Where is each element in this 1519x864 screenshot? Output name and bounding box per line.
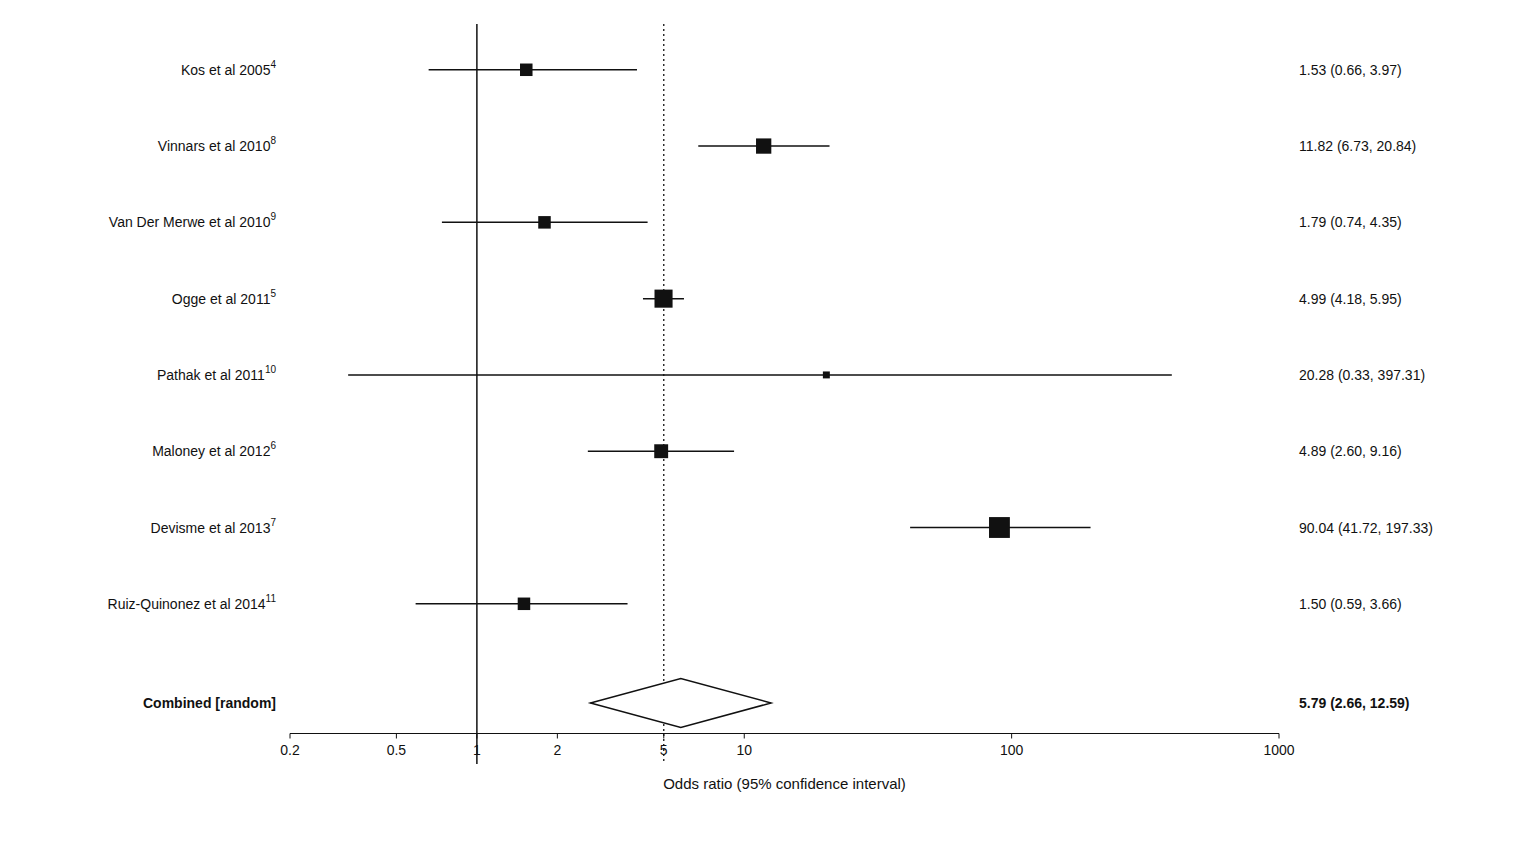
study-label: Devisme et al 20137 xyxy=(151,517,277,536)
combined-label: Combined [random] xyxy=(143,695,276,711)
ci-text: 4.99 (4.18, 5.95) xyxy=(1299,291,1402,307)
combined-diamond xyxy=(590,679,771,728)
ci-text: 1.50 (0.59, 3.66) xyxy=(1299,596,1402,612)
texts: Kos et al 20054 1.53 (0.66, 3.97) Vinnars … xyxy=(108,59,1433,711)
x-tick xyxy=(476,733,477,738)
study-box xyxy=(989,517,1010,538)
study-box xyxy=(823,371,830,378)
plot-area xyxy=(348,24,1172,764)
study-reference: 11 xyxy=(266,593,277,604)
ci-text: 20.28 (0.33, 397.31) xyxy=(1299,367,1425,383)
x-tick xyxy=(290,733,291,738)
ci-text: 1.79 (0.74, 4.35) xyxy=(1299,214,1402,230)
study-box xyxy=(520,64,533,77)
study-label: Kos et al 20054 xyxy=(181,59,277,78)
study-name: Pathak et al 2011 xyxy=(157,367,265,383)
study-box xyxy=(538,216,551,229)
study-name: Van Der Merwe et al 2010 xyxy=(109,214,271,230)
study-box xyxy=(756,138,771,153)
study-label: Ruiz-Quinonez et al 201411 xyxy=(108,593,277,612)
study-box xyxy=(655,290,673,308)
study-reference: 8 xyxy=(270,135,276,146)
x-tick-label: 100 xyxy=(1000,742,1024,758)
study-box xyxy=(654,444,668,458)
forest-plot: Kos et al 20054 1.53 (0.66, 3.97) Vinnars … xyxy=(0,0,1519,864)
study-name: Kos et al 2005 xyxy=(181,62,271,78)
study-reference: 6 xyxy=(270,440,276,451)
study-reference: 4 xyxy=(270,59,276,70)
ci-text: 11.82 (6.73, 20.84) xyxy=(1299,138,1416,154)
ci-text: 90.04 (41.72, 197.33) xyxy=(1299,520,1433,536)
x-tick-label: 10 xyxy=(736,742,752,758)
x-tick-label: 2 xyxy=(553,742,561,758)
x-tick-label: 0.2 xyxy=(280,742,300,758)
study-reference: 9 xyxy=(270,211,276,222)
study-name: Ruiz-Quinonez et al 2014 xyxy=(108,596,266,612)
x-tick xyxy=(557,733,558,738)
study-label: Maloney et al 20126 xyxy=(152,440,276,459)
x-tick xyxy=(744,733,745,738)
ci-text: 4.89 (2.60, 9.16) xyxy=(1299,443,1402,459)
x-axis: 0.2 0.5 1 2 5 10 100 1000 Odds ratio (95% confid… xyxy=(280,733,1295,792)
x-tick-label: 0.5 xyxy=(387,742,407,758)
x-tick-label: 1 xyxy=(473,742,481,758)
study-label: Ogge et al 20115 xyxy=(172,288,277,307)
study-name: Ogge et al 2011 xyxy=(172,291,271,307)
study-reference: 7 xyxy=(270,517,276,528)
study-box xyxy=(518,598,531,611)
x-axis-label: Odds ratio (95% confidence interval) xyxy=(663,775,906,792)
study-label: Pathak et al 201110 xyxy=(157,364,276,383)
chart-container: Kos et al 20054 1.53 (0.66, 3.97) Vinnars … xyxy=(0,0,1519,864)
x-tick xyxy=(1011,733,1012,738)
x-axis-line xyxy=(290,733,1279,734)
ci-text: 1.53 (0.66, 3.97) xyxy=(1299,62,1402,78)
ci-line xyxy=(429,69,637,71)
x-tick-label: 5 xyxy=(660,742,668,758)
study-label: Vinnars et al 20108 xyxy=(158,135,277,154)
combined-ci-text: 5.79 (2.66, 12.59) xyxy=(1299,695,1410,711)
x-tick xyxy=(396,733,397,738)
reference-line xyxy=(476,24,478,764)
x-tick xyxy=(1279,733,1280,738)
study-name: Vinnars et al 2010 xyxy=(158,138,271,154)
study-name: Maloney et al 2012 xyxy=(152,443,271,459)
reference-line xyxy=(663,24,664,764)
study-name: Devisme et al 2013 xyxy=(151,520,271,536)
study-label: Van Der Merwe et al 20109 xyxy=(109,211,277,230)
study-reference: 5 xyxy=(270,288,276,299)
x-tick xyxy=(663,733,664,738)
x-tick-label: 1000 xyxy=(1263,742,1294,758)
study-reference: 10 xyxy=(265,364,277,375)
ci-line xyxy=(348,374,1172,376)
